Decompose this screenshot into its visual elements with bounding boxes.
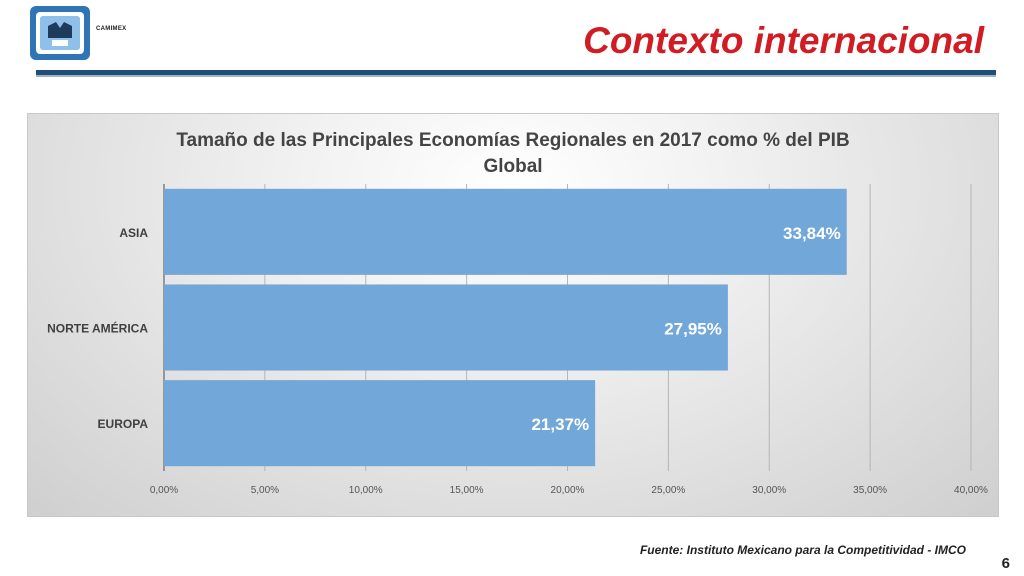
bar-asia	[164, 188, 847, 275]
title-underline-shadow	[36, 75, 996, 77]
category-label: ASIA	[119, 226, 148, 240]
x-tick-label: 0,00%	[150, 485, 178, 496]
bar-chart: Tamaño de las Principales Economías Regi…	[47, 130, 988, 496]
x-tick-label: 5,00%	[251, 485, 279, 496]
chart-title-line: Global	[483, 156, 542, 177]
slide-title: Contexto internacional	[583, 20, 984, 61]
x-tick-label: 35,00%	[853, 485, 887, 496]
chart-panel: Tamaño de las Principales Economías Regi…	[27, 113, 999, 517]
x-tick-label: 10,00%	[349, 485, 383, 496]
source-note: Fuente: Instituto Mexicano para la Compe…	[639, 543, 966, 557]
x-tick-label: 40,00%	[954, 485, 988, 496]
bar-norte-américa	[164, 284, 728, 371]
x-tick-label: 30,00%	[752, 485, 786, 496]
camimex-logo	[30, 6, 90, 60]
bar-europa	[164, 380, 596, 467]
title-underline	[36, 70, 996, 75]
data-label: 33,84%	[783, 224, 841, 243]
logo-text: CAMIMEX	[96, 26, 127, 32]
data-label: 27,95%	[664, 320, 722, 339]
data-label: 21,37%	[531, 415, 589, 434]
category-label: EUROPA	[98, 417, 149, 431]
chart-title-line: Tamaño de las Principales Economías Regi…	[176, 130, 849, 151]
category-label: NORTE AMÉRICA	[47, 321, 148, 336]
x-tick-label: 15,00%	[450, 485, 484, 496]
x-tick-label: 25,00%	[651, 485, 685, 496]
page-number: 6	[1001, 555, 1010, 572]
x-tick-label: 20,00%	[551, 485, 585, 496]
